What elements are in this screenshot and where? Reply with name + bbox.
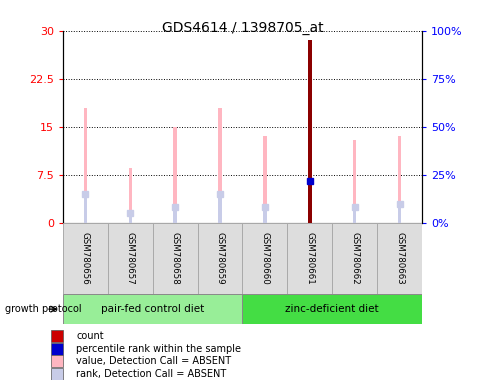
Bar [63,294,242,324]
Bar [218,108,221,223]
Bar [242,223,287,294]
Bar [352,139,356,223]
Bar [128,210,132,223]
Text: zinc-deficient diet: zinc-deficient diet [285,304,378,314]
Bar [107,223,152,294]
Bar [50,331,63,343]
Bar [397,204,400,223]
Text: count: count [76,331,104,341]
Text: GSM780657: GSM780657 [125,232,135,285]
Bar [197,223,242,294]
Text: pair-fed control diet: pair-fed control diet [101,304,204,314]
Bar [352,207,356,223]
Text: GSM780661: GSM780661 [304,232,314,285]
Bar [128,168,132,223]
Bar [84,197,87,223]
Text: growth protocol: growth protocol [5,304,81,314]
Text: rank, Detection Call = ABSENT: rank, Detection Call = ABSENT [76,369,226,379]
Bar [173,127,177,223]
Bar [397,136,400,223]
Bar [50,343,63,355]
Bar [263,136,266,223]
Text: percentile rank within the sample: percentile rank within the sample [76,344,241,354]
Text: GSM780659: GSM780659 [215,232,224,285]
Bar [152,223,197,294]
Text: GDS4614 / 1398705_at: GDS4614 / 1398705_at [161,21,323,35]
Bar [332,223,376,294]
Bar [307,40,311,223]
Bar [287,223,332,294]
Bar [218,197,221,223]
Text: GSM780663: GSM780663 [394,232,403,285]
Bar [173,207,177,223]
Bar [63,223,107,294]
Bar [263,207,266,223]
Bar [242,294,421,324]
Bar [376,223,421,294]
Bar [307,40,311,223]
Bar [84,108,87,223]
Bar [50,368,63,380]
Text: GSM780656: GSM780656 [81,232,90,285]
Text: GSM780658: GSM780658 [170,232,180,285]
Text: value, Detection Call = ABSENT: value, Detection Call = ABSENT [76,356,231,366]
Bar [50,356,63,367]
Text: GSM780662: GSM780662 [349,232,359,285]
Text: GSM780660: GSM780660 [260,232,269,285]
